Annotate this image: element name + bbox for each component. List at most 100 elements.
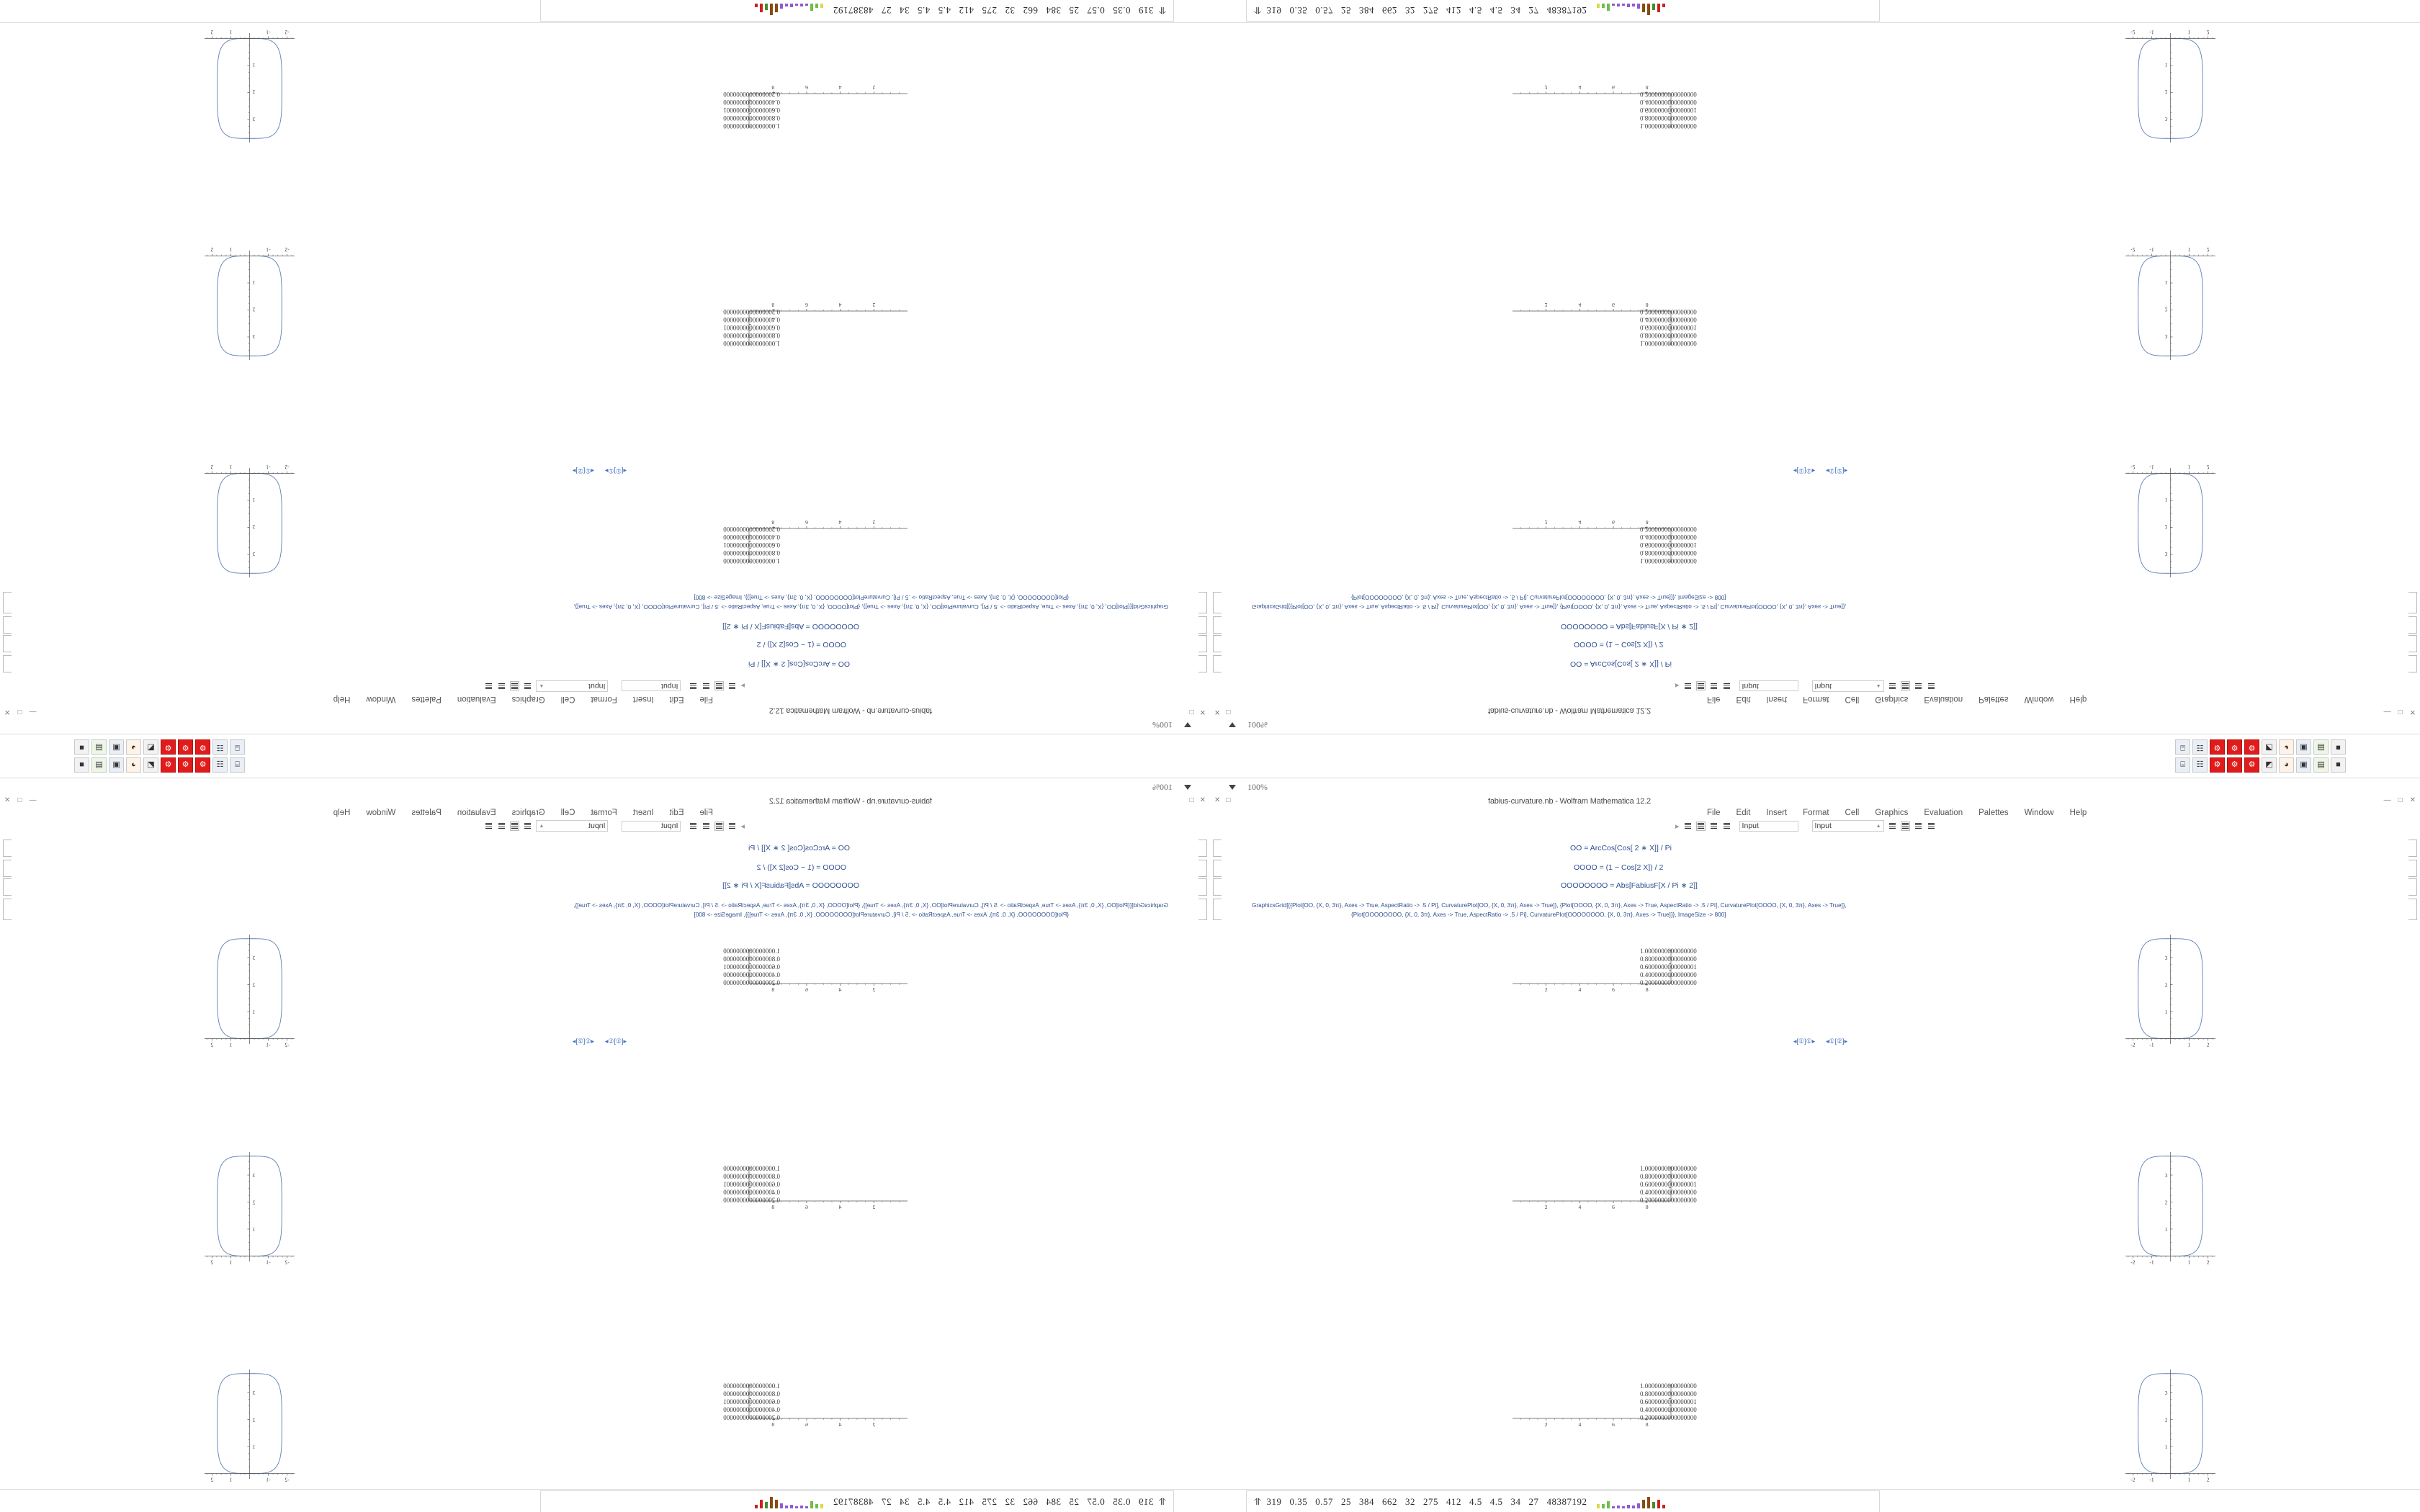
- menu-item-graphics[interactable]: Graphics: [511, 808, 545, 817]
- expand-icon[interactable]: ⥣: [1159, 1496, 1166, 1507]
- menu-bar[interactable]: File Edit Insert Format Cell Graphics Evaluati…: [19, 694, 1191, 705]
- formatting-toolbar[interactable]: ▸ Input Input ▲: [1229, 678, 2401, 694]
- align-right-button[interactable]: [702, 822, 711, 831]
- cell-bracket-4[interactable]: [2408, 899, 2417, 920]
- cell-bracket-1[interactable]: [3, 840, 12, 857]
- cell-bracket-left-1[interactable]: [1213, 655, 1222, 672]
- menu-bar[interactable]: File Edit Insert Format Cell Graphics Evaluati…: [1229, 694, 2401, 705]
- cell-bracket-left-4[interactable]: [1198, 899, 1207, 920]
- menu-item-evaluation[interactable]: Evaluation: [457, 808, 496, 817]
- settings-icon-1[interactable]: ⚙: [195, 739, 210, 755]
- menu-item-insert[interactable]: Insert: [632, 808, 654, 817]
- image-viewer-icon[interactable]: ◩: [2262, 739, 2277, 755]
- media-player-icon[interactable]: ■: [2331, 739, 2346, 755]
- cell-bracket-4[interactable]: [3, 899, 12, 920]
- terminal-icon[interactable]: ⌸: [230, 739, 245, 755]
- style-dropdown[interactable]: Input ▲: [1811, 680, 1884, 692]
- definition-line-2[interactable]: OOOO = (1 − Cos[2 X]) / 2: [1574, 640, 1664, 649]
- menu-item-cell[interactable]: Cell: [560, 808, 575, 817]
- align-center-button-2[interactable]: [1900, 821, 1910, 831]
- align-right-button[interactable]: [1709, 682, 1718, 691]
- definition-line-3[interactable]: OOOOOOOO = Abs[FabiusF[X / Pi ∗ 2]]: [722, 881, 859, 890]
- menu-item-help[interactable]: Help: [333, 695, 351, 704]
- align-left-button-2[interactable]: [1888, 682, 1897, 691]
- settings-icon-1[interactable]: ⚙: [2210, 757, 2225, 773]
- cell-bracket-4[interactable]: [3, 592, 12, 613]
- cell-bracket-3[interactable]: [2408, 878, 2417, 896]
- menu-item-format[interactable]: Format: [591, 695, 617, 704]
- definition-line-1[interactable]: OO = ArcCos[Cos[ 2 ∗ X]] / Pi: [748, 844, 850, 852]
- cell-bracket-3[interactable]: [2408, 616, 2417, 634]
- calculator-icon[interactable]: ☷: [212, 739, 228, 755]
- close-icon[interactable]: ✕: [1214, 708, 1221, 716]
- align-right-button-2[interactable]: [497, 822, 506, 831]
- file-manager-icon[interactable]: ▤: [2313, 739, 2329, 755]
- image-viewer-icon[interactable]: ◩: [2262, 757, 2277, 773]
- settings-icon-2[interactable]: ⚙: [2227, 739, 2242, 755]
- cell-bracket-4[interactable]: [2408, 592, 2417, 613]
- terminal-icon[interactable]: ⌸: [230, 757, 245, 773]
- settings-icon-3[interactable]: ⚙: [2244, 757, 2259, 773]
- align-left-button[interactable]: [727, 682, 737, 691]
- menu-item-file[interactable]: File: [1707, 808, 1721, 817]
- menu-item-insert[interactable]: Insert: [1766, 695, 1788, 704]
- media-player-icon[interactable]: ■: [74, 739, 89, 755]
- menu-item-file[interactable]: File: [1707, 695, 1721, 704]
- taskbar-items[interactable]: ⌸ ☷ ⚙ ⚙ ⚙ ◩ ◕ ▣ ▤ ■: [2175, 739, 2346, 755]
- align-justify-button[interactable]: [1722, 682, 1731, 691]
- zoom-indicator[interactable]: 100%: [1229, 719, 1268, 730]
- align-right-button-2[interactable]: [1914, 682, 1923, 691]
- settings-icon-1[interactable]: ⚙: [2210, 739, 2225, 755]
- align-right-button-2[interactable]: [497, 682, 506, 691]
- expand-icon[interactable]: ⥣: [1159, 5, 1166, 16]
- cell-bracket-1[interactable]: [2408, 840, 2417, 857]
- toolbar-expand-icon[interactable]: ▸: [1675, 681, 1680, 690]
- floppy-save-icon[interactable]: ▣: [2296, 757, 2311, 773]
- floppy-save-icon[interactable]: ▣: [2296, 739, 2311, 755]
- image-viewer-icon[interactable]: ◩: [143, 757, 158, 773]
- file-manager-icon[interactable]: ▤: [2313, 757, 2329, 773]
- cell-bracket-left-2[interactable]: [1198, 860, 1207, 877]
- window-controls-left[interactable]: ✕ □: [1190, 708, 1206, 716]
- cell-style-field[interactable]: Input: [622, 820, 681, 832]
- menu-bar[interactable]: File Edit Insert Format Cell Graphics Evaluati…: [19, 807, 1191, 818]
- cell-style-field[interactable]: Input: [1739, 820, 1798, 832]
- menu-item-graphics[interactable]: Graphics: [511, 695, 545, 704]
- window-controls-right[interactable]: — □ ✕: [2384, 796, 2416, 804]
- align-justify-button[interactable]: [689, 822, 698, 831]
- formatting-toolbar[interactable]: ▸ Input Input ▲: [1229, 818, 2401, 834]
- taskbar-items[interactable]: ⌸ ☷ ⚙ ⚙ ⚙ ◩ ◕ ▣ ▤ ■: [74, 739, 245, 755]
- menu-item-edit[interactable]: Edit: [1736, 808, 1751, 817]
- align-center-button-2[interactable]: [1900, 681, 1910, 691]
- menu-item-evaluation[interactable]: Evaluation: [457, 695, 496, 704]
- calculator-icon[interactable]: ☷: [2192, 739, 2208, 755]
- menu-item-window[interactable]: Window: [366, 808, 396, 817]
- maximize-icon[interactable]: □: [1226, 796, 1231, 804]
- calculator-icon[interactable]: ☷: [212, 757, 228, 773]
- taskbar-items[interactable]: ⌸ ☷ ⚙ ⚙ ⚙ ◩ ◕ ▣ ▤ ■: [2175, 757, 2346, 773]
- chevron-down-icon[interactable]: [1184, 785, 1191, 790]
- firefox-icon[interactable]: ◕: [126, 757, 141, 773]
- cell-bracket-left-2[interactable]: [1213, 860, 1222, 877]
- cell-bracket-2[interactable]: [3, 635, 12, 652]
- menu-item-evaluation[interactable]: Evaluation: [1924, 695, 1963, 704]
- close-window-icon[interactable]: ✕: [4, 796, 11, 804]
- cell-style-field[interactable]: Input: [1739, 680, 1798, 692]
- align-center-button-2[interactable]: [510, 681, 520, 691]
- chevron-down-icon[interactable]: [1229, 722, 1236, 727]
- firefox-icon[interactable]: ◕: [126, 739, 141, 755]
- settings-icon-3[interactable]: ⚙: [2244, 739, 2259, 755]
- align-justify-button-2[interactable]: [1927, 682, 1936, 691]
- definition-line-1[interactable]: OO = ArcCos[Cos[ 2 ∗ X]] / Pi: [748, 660, 850, 668]
- close-icon[interactable]: ✕: [1199, 796, 1206, 804]
- cell-bracket-3[interactable]: [3, 616, 12, 634]
- window-controls-left[interactable]: ✕ □: [1214, 796, 1230, 804]
- cell-bracket-left-1[interactable]: [1213, 840, 1222, 857]
- menu-item-window[interactable]: Window: [366, 695, 396, 704]
- settings-icon-2[interactable]: ⚙: [178, 757, 193, 773]
- definition-line-3[interactable]: OOOOOOOO = Abs[FabiusF[X / Pi ∗ 2]]: [1561, 881, 1698, 890]
- menu-item-palettes[interactable]: Palettes: [1978, 695, 2009, 704]
- file-manager-icon[interactable]: ▤: [91, 757, 107, 773]
- menu-item-file[interactable]: File: [699, 808, 713, 817]
- image-viewer-icon[interactable]: ◩: [143, 739, 158, 755]
